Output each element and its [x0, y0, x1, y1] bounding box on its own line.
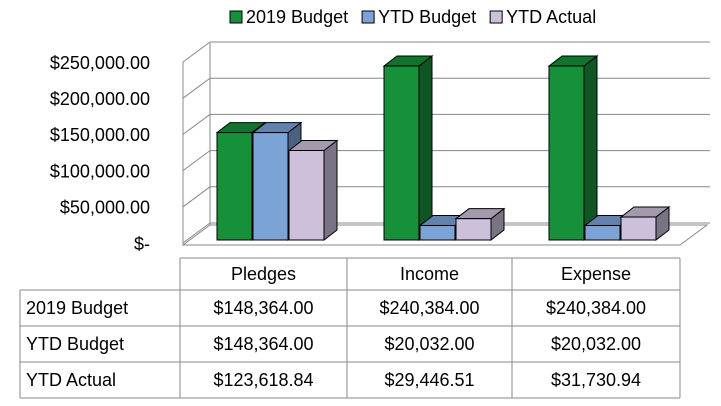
grid-line [182, 186, 710, 208]
y-tick-label: $100,000.00 [50, 161, 150, 181]
bar [584, 224, 621, 241]
grid-line [182, 222, 710, 244]
table-header: Expense [561, 264, 631, 284]
bar [548, 65, 585, 241]
y-tick-label: $250,000.00 [50, 53, 150, 73]
table-cell: $148,364.00 [213, 334, 313, 354]
bar [419, 224, 456, 241]
bar [216, 132, 253, 241]
table-cell: $20,032.00 [551, 334, 641, 354]
grid-line [182, 41, 710, 63]
bar-side [418, 54, 433, 242]
table-cell: $123,618.84 [213, 370, 313, 390]
legend-label: 2019 Budget [246, 7, 348, 27]
legend-label: YTD Budget [378, 7, 476, 27]
y-tick-label: $50,000.00 [60, 198, 150, 218]
table-row-header: YTD Actual [26, 370, 116, 390]
table-row-header: 2019 Budget [26, 298, 128, 318]
legend-swatch [361, 10, 375, 24]
y-tick-label: $- [134, 234, 150, 254]
bar [252, 132, 289, 241]
table-cell: $31,730.94 [551, 370, 641, 390]
bar [383, 65, 420, 241]
table-cell: $29,446.51 [384, 370, 474, 390]
table-cell: $148,364.00 [213, 298, 313, 318]
floor [181, 224, 709, 246]
legend-label: YTD Actual [506, 7, 596, 27]
grid-line [182, 150, 710, 172]
table-header: Income [400, 264, 459, 284]
table-row-header: YTD Budget [26, 334, 124, 354]
bar-side [323, 139, 338, 242]
table-cell: $240,384.00 [546, 298, 646, 318]
table-cell: $20,032.00 [384, 334, 474, 354]
bar [455, 218, 492, 241]
table-header: Pledges [231, 264, 296, 284]
y-tick-label: $200,000.00 [50, 89, 150, 109]
legend-swatch [489, 10, 503, 24]
bar [620, 216, 657, 241]
bar-side [583, 54, 598, 242]
grid-line [182, 113, 710, 135]
bar [288, 149, 325, 241]
grid-line [182, 77, 710, 99]
y-tick-label: $150,000.00 [50, 125, 150, 145]
table-cell: $240,384.00 [379, 298, 479, 318]
legend-swatch [229, 10, 243, 24]
